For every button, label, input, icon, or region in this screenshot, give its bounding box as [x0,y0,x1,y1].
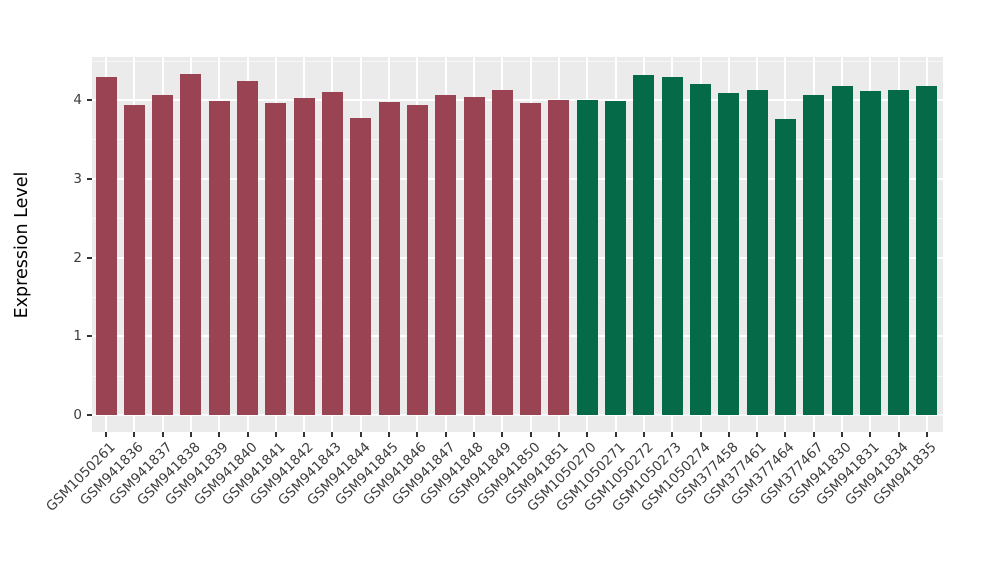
x-tick [105,432,107,437]
x-tick [501,432,504,437]
bar-GSM941843 [321,92,343,415]
grid-minor-line [92,218,943,220]
x-tick [869,432,872,437]
x-tick [925,432,928,437]
bar-GSM941830 [831,85,853,415]
bar-GSM941848 [463,96,485,415]
y-tick-label: 4 [73,92,82,109]
x-tick [756,432,759,437]
bar-GSM941842 [293,97,315,415]
x-tick [727,432,730,437]
grid-minor-line [92,60,943,62]
grid-major-line [92,335,943,338]
bar-GSM941834 [888,89,910,415]
x-tick [246,432,249,437]
x-tick [444,432,447,437]
y-tick [87,256,92,259]
bar-GSM941840 [237,81,259,415]
bar-GSM941836 [123,104,145,415]
x-tick [897,432,900,437]
x-tick [161,432,164,437]
bar-GSM377464 [774,119,796,415]
bar-GSM377461 [746,89,768,415]
y-tick-label: 0 [73,407,82,423]
bar-GSM941844 [350,118,372,415]
bar-GSM941831 [859,91,881,415]
x-tick [586,432,589,437]
x-tick [189,432,192,437]
y-tick [87,414,92,416]
x-tick [529,432,532,437]
bar-GSM941839 [208,100,230,415]
bar-GSM1050270 [576,100,598,415]
y-tick [87,99,92,102]
x-tick [614,432,617,437]
bar-GSM1050272 [633,74,655,415]
bar-GSM941849 [491,89,513,415]
x-tick [642,432,645,437]
plot-panel [92,57,943,432]
bar-GSM1050271 [605,100,627,415]
grid-major-line [92,177,943,180]
grid-minor-line [92,296,943,298]
x-tick [784,432,787,437]
x-tick [416,432,419,437]
x-tick [557,432,560,437]
x-tick [699,432,702,437]
x-tick [303,432,306,437]
bar-GSM941841 [265,103,287,415]
y-axis-title: Expression Level [12,171,32,318]
y-tick-label: 1 [73,328,82,345]
bar-GSM1050261 [95,77,117,415]
bar-GSM377458 [718,93,740,415]
x-tick [812,432,815,437]
bar-GSM1050273 [661,76,683,415]
x-tick [671,432,674,437]
grid-minor-line [92,139,943,141]
bar-GSM941835 [916,85,938,415]
grid-major-line [92,99,943,102]
x-tick [274,432,277,437]
x-tick [218,432,221,437]
bar-GSM941846 [406,104,428,415]
x-tick [331,432,334,437]
bar-GSM1050274 [690,84,711,415]
x-tick [359,432,362,437]
y-tick [87,177,92,180]
x-tick [841,432,844,437]
bar-GSM941845 [378,101,400,415]
y-tick-label: 2 [73,249,82,266]
bar-GSM941838 [180,74,202,415]
bar-GSM941851 [548,100,570,415]
bar-GSM941850 [520,103,542,415]
bar-GSM941837 [152,95,174,415]
bar-GSM377467 [803,95,825,415]
y-tick [87,335,92,338]
y-tick-label: 3 [73,170,82,187]
bar-GSM941847 [435,95,457,415]
grid-major-line [92,414,943,416]
x-tick [133,432,136,437]
x-tick [473,432,476,437]
grid-minor-line [92,375,943,377]
grid-major-line [92,256,943,259]
x-tick [388,432,391,437]
